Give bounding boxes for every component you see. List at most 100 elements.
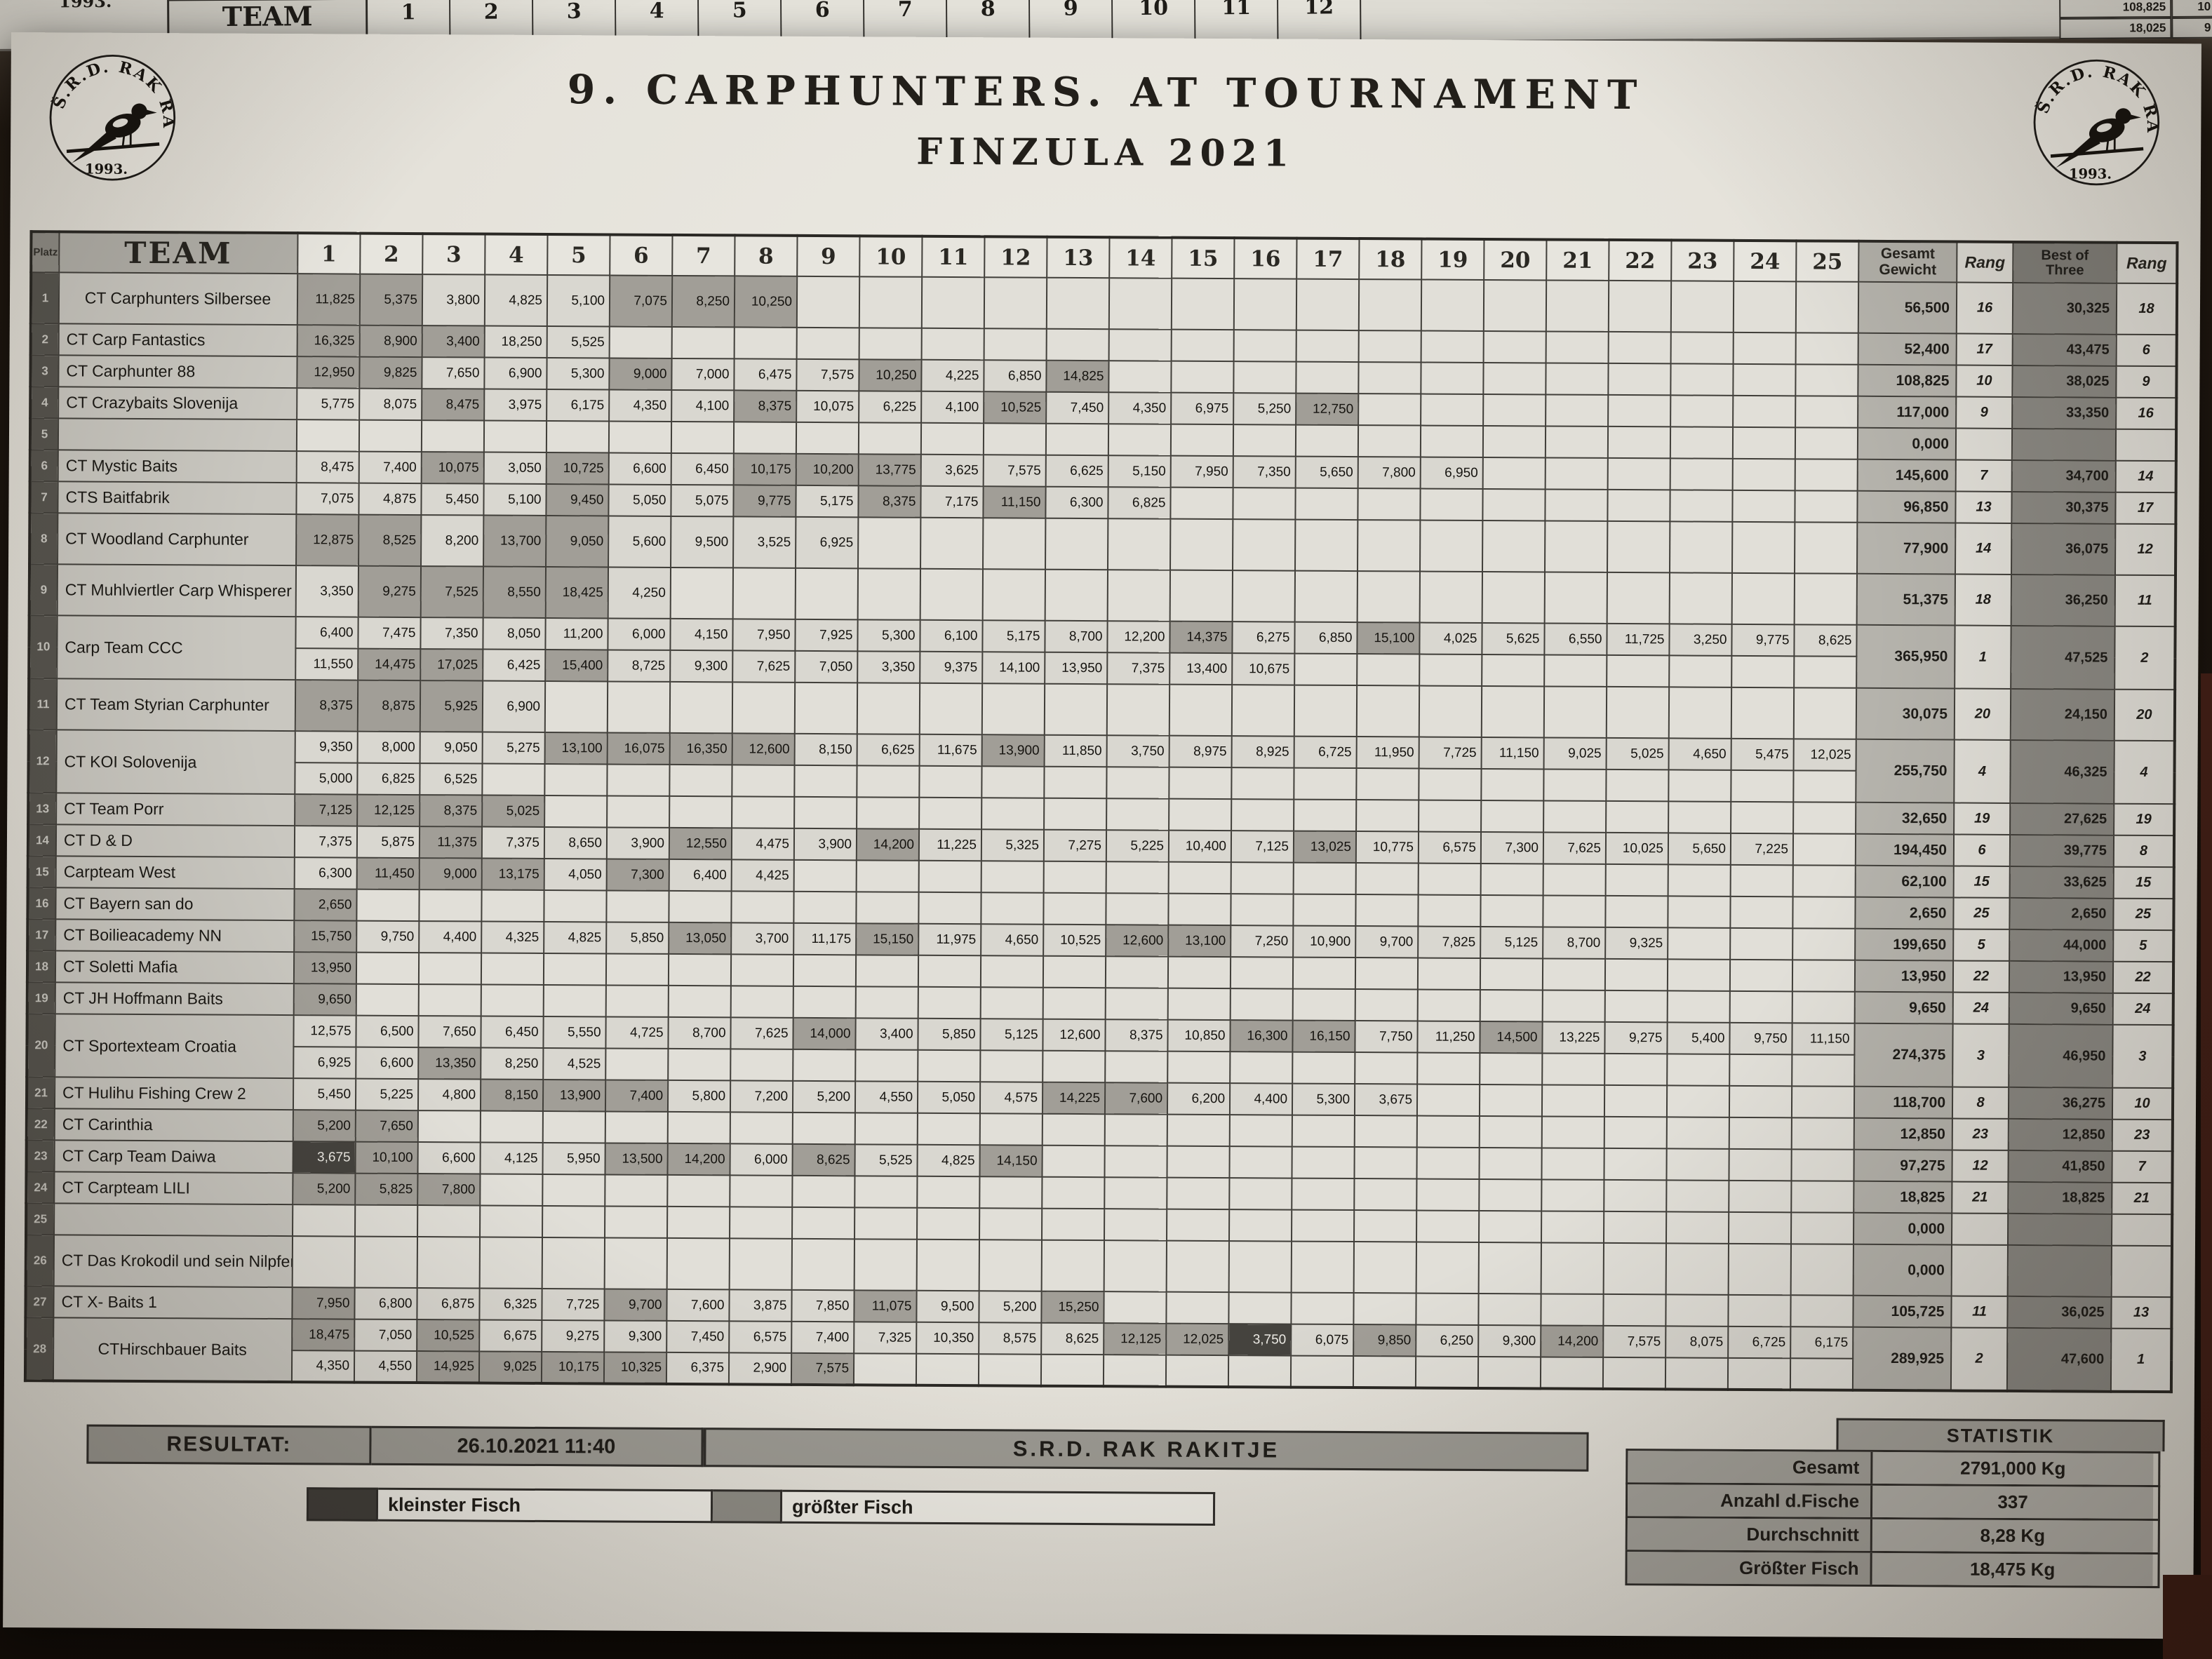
weight-cell: 7,400 [605, 1080, 669, 1112]
weight-cell [1479, 1178, 1542, 1211]
weight-cell [1419, 571, 1483, 623]
weight-cell: 7,450 [1046, 391, 1109, 424]
best-of-three-cell [2007, 1244, 2112, 1297]
weight-cell: 18,250 [484, 325, 547, 358]
weight-cell [1290, 1355, 1354, 1388]
column-header-session: 15 [1172, 237, 1235, 279]
weight-cell [1541, 1116, 1604, 1148]
weight-cell: 4,100 [921, 391, 984, 424]
weight-cell [1731, 572, 1795, 625]
weight-cell: 3,400 [855, 1018, 918, 1050]
column-header-session: 16 [1234, 238, 1297, 279]
weight-cell: 7,375 [481, 826, 545, 859]
weight-cell: 4,475 [731, 828, 795, 860]
gesamt-cell: 2,650 [1855, 896, 1954, 929]
weight-cell [859, 276, 923, 328]
weight-cell: 8,150 [794, 733, 857, 766]
weight-cell [978, 1354, 1042, 1386]
weight-cell: 6,725 [1728, 1326, 1791, 1359]
weight-cell: 4,325 [481, 921, 544, 953]
weight-cell: 7,075 [296, 483, 359, 515]
gesamt-cell: 30,075 [1856, 687, 1955, 740]
weight-cell [542, 1174, 605, 1207]
team-cell: CTS Baitfabrik [58, 481, 297, 515]
weight-cell [1729, 1148, 1792, 1181]
weight-cell [667, 1206, 730, 1239]
weight-cell [1228, 1355, 1292, 1388]
rang-cell: 2 [1950, 1327, 2008, 1391]
weight-cell [792, 1112, 855, 1145]
weight-cell: 4,525 [543, 1047, 606, 1080]
weight-cell [1045, 518, 1108, 570]
weight-cell: 6,250 [1416, 1324, 1479, 1357]
weight-cell: 16,150 [1292, 1020, 1355, 1053]
background-sheet-total-cell: 10 [2171, 0, 2212, 18]
weight-cell [1790, 1244, 1854, 1296]
weight-cell: 12,600 [1043, 1019, 1106, 1052]
column-header-team: TEAM [59, 231, 298, 274]
weight-cell [1416, 1178, 1480, 1211]
weight-cell: 9,500 [671, 516, 734, 568]
weight-cell [1669, 521, 1733, 573]
weight-cell: 5,300 [857, 619, 920, 652]
weight-cell: 13,050 [669, 922, 732, 955]
weight-cell: 11,725 [1607, 623, 1670, 656]
weight-cell: 13,950 [1045, 652, 1108, 685]
rang-cell: 15 [1953, 866, 2010, 898]
weight-cell [1608, 331, 1671, 364]
weight-cell: 16,350 [669, 732, 732, 765]
weight-cell [858, 422, 922, 455]
weight-cell [1603, 1211, 1667, 1244]
weight-cell [1727, 1357, 1791, 1390]
weight-cell: 3,350 [857, 651, 920, 683]
weight-cell: 12,875 [296, 514, 359, 566]
statistics-label: Gesamt [1628, 1451, 1871, 1484]
weight-cell [356, 952, 420, 985]
platz-cell: 10 [29, 615, 58, 679]
weight-cell: 5,650 [1295, 456, 1358, 489]
gesamt-cell: 32,650 [1856, 802, 1955, 835]
weight-cell: 8,475 [296, 451, 359, 483]
weight-cell [1108, 278, 1172, 330]
weight-cell [857, 683, 920, 734]
weight-cell: 15,150 [856, 923, 919, 955]
weight-cell [1167, 1177, 1230, 1210]
weight-cell [1167, 956, 1231, 989]
weight-cell [1167, 1114, 1230, 1147]
weight-cell [917, 1176, 980, 1209]
team-cell: CT Sportexteam Croatia [55, 1014, 294, 1079]
weight-cell [1545, 426, 1609, 458]
weight-cell [981, 766, 1045, 798]
weight-cell: 10,775 [1355, 831, 1419, 864]
weight-cell: 8,625 [792, 1143, 855, 1176]
weight-cell [1544, 654, 1607, 687]
weight-cell [1418, 894, 1481, 927]
weight-cell: 12,600 [732, 733, 795, 765]
weight-cell: 9,450 [546, 484, 609, 516]
weight-cell: 15,400 [545, 649, 608, 682]
weight-cell: 10,525 [984, 391, 1047, 424]
platz-cell: 6 [29, 450, 58, 482]
weight-cell [669, 681, 733, 734]
weight-cell [358, 419, 422, 452]
background-sheet-total-cell: 108,825 [2059, 0, 2172, 18]
weight-cell [980, 1050, 1043, 1082]
weight-cell [918, 892, 981, 925]
weight-cell: 6,925 [796, 516, 859, 569]
weight-cell [1793, 802, 1856, 834]
weight-cell [1730, 927, 1793, 960]
weight-cell: 4,550 [854, 1081, 918, 1113]
weight-cell: 5,100 [547, 275, 610, 327]
weight-cell [1541, 1294, 1604, 1326]
weight-cell [855, 1049, 918, 1082]
weight-cell [1355, 863, 1419, 895]
weight-cell: 6,300 [1045, 486, 1108, 519]
weight-cell [1357, 654, 1420, 686]
weight-cell: 3,750 [1228, 1324, 1292, 1356]
weight-cell [1604, 990, 1668, 1023]
weight-cell [1167, 1209, 1230, 1242]
results-tbody: 1 CT Carphunters Silbersee 11,825 5,375 3,80… [25, 272, 2178, 1392]
weight-cell: 3,625 [920, 454, 984, 487]
platz-cell: 1 [30, 272, 60, 324]
weight-cell: 9,325 [1605, 927, 1668, 960]
